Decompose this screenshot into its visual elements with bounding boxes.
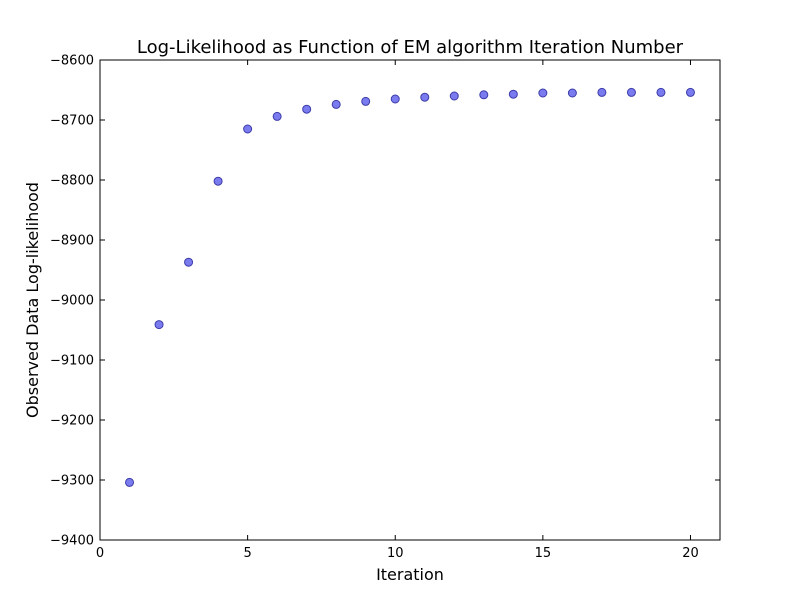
y-tick-label: −9200 <box>50 414 94 429</box>
data-point <box>154 320 164 330</box>
data-point <box>302 104 312 114</box>
data-point <box>361 96 371 106</box>
data-point <box>184 257 194 267</box>
y-tick-label: −9300 <box>50 474 94 489</box>
y-tick-label: −8700 <box>50 114 94 129</box>
x-tick-label: 0 <box>96 546 104 561</box>
y-tick-label: −9000 <box>50 294 94 309</box>
x-tick-label: 15 <box>535 546 552 561</box>
data-point <box>243 124 253 134</box>
chart-title: Log-Likelihood as Function of EM algorit… <box>137 37 684 58</box>
data-point <box>508 89 518 99</box>
x-tick-label: 10 <box>387 546 404 561</box>
data-point <box>685 87 695 97</box>
data-points <box>125 87 695 487</box>
y-tick-label: −8800 <box>50 174 94 189</box>
data-point <box>626 87 636 97</box>
data-point <box>213 176 223 186</box>
y-axis-label: Observed Data Log-likelihood <box>23 182 42 418</box>
y-tick-label: −9400 <box>50 534 94 549</box>
data-point <box>420 92 430 102</box>
x-tick-label: 20 <box>682 546 699 561</box>
plot-area <box>99 59 721 541</box>
plot-frame <box>99 59 721 541</box>
data-point <box>449 91 459 101</box>
y-tick-label: −9100 <box>50 354 94 369</box>
data-point <box>597 87 607 97</box>
data-point <box>331 99 341 109</box>
data-point <box>567 88 577 98</box>
axis-ticks: 0 5 10 15 20 −9400 −9300 −9200 −9100 −9000 −8900 −8… <box>50 54 720 561</box>
y-tick-label: −8600 <box>50 54 94 69</box>
data-point <box>538 88 548 98</box>
data-point <box>390 94 400 104</box>
data-point <box>479 90 489 100</box>
y-tick-label: −8900 <box>50 234 94 249</box>
x-axis-label: Iteration <box>376 565 444 584</box>
data-point <box>272 111 282 121</box>
data-point <box>125 477 135 487</box>
x-tick-label: 5 <box>243 546 251 561</box>
data-point <box>656 87 666 97</box>
